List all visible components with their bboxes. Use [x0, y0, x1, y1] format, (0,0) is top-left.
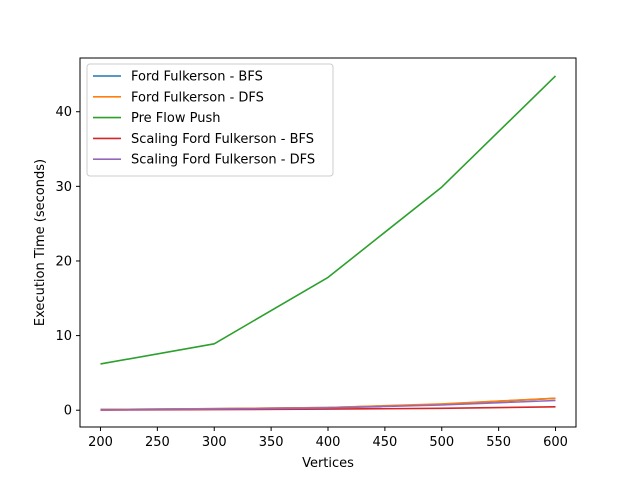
y-tick-label: 20 [55, 254, 72, 269]
legend-entry-label: Ford Fulkerson - BFS [131, 70, 263, 85]
y-tick-label: 40 [55, 105, 72, 120]
plot-lines [100, 75, 557, 411]
x-tick-label: 450 [372, 435, 397, 450]
x-axis-label: Vertices [302, 456, 354, 471]
x-tick-label: 250 [145, 435, 170, 450]
y-tick-label: 30 [55, 180, 72, 195]
series-line-4 [100, 399, 556, 411]
legend-entry-label: Scaling Ford Fulkerson - DFS [131, 153, 315, 168]
x-tick-label: 600 [543, 435, 568, 450]
legend-box [86, 63, 334, 177]
y-tick-label: 10 [55, 329, 72, 344]
x-tick-label: 400 [316, 435, 341, 450]
x-tick-label: 300 [202, 435, 227, 450]
legend-entry-label: Scaling Ford Fulkerson - BFS [131, 132, 314, 147]
y-tick-label: 0 [64, 404, 72, 419]
x-tick-label: 500 [429, 435, 454, 450]
legend: Ford Fulkerson - BFS Ford Fulkerson - DFS… [86, 63, 334, 177]
y-axis-ticks: 0 10 20 30 40 [55, 105, 80, 419]
series-line-2 [100, 75, 557, 365]
legend-entry-label: Pre Flow Push [131, 111, 220, 126]
x-tick-label: 200 [88, 435, 113, 450]
y-axis-label: Execution Time (seconds) [33, 159, 48, 326]
x-axis-ticks: 200 250 300 350 400 450 500 550 600 [88, 427, 568, 450]
x-tick-label: 550 [486, 435, 511, 450]
x-tick-label: 350 [259, 435, 284, 450]
legend-entry-label: Ford Fulkerson - DFS [131, 90, 264, 105]
